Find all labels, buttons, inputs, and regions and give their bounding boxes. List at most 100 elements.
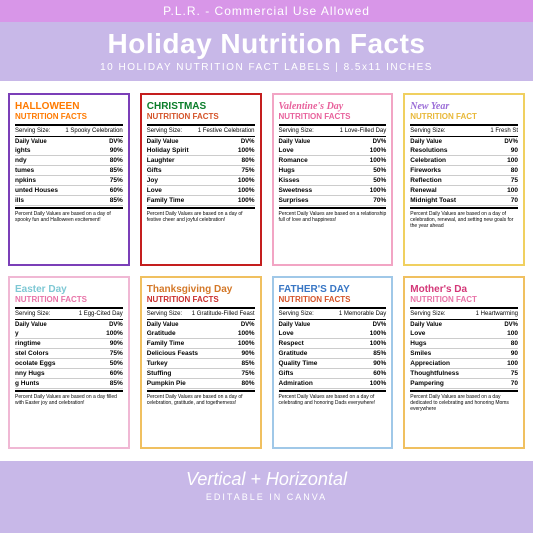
header-row: Daily ValueDV% — [147, 138, 255, 146]
card-title: Valentine's Day — [279, 101, 387, 112]
fact-row: ights90% — [15, 146, 123, 156]
fact-row: y100% — [15, 329, 123, 339]
fact-row: Hugs80 — [410, 339, 518, 349]
header-row: Daily ValueDV% — [15, 138, 123, 146]
fact-row: Laughter80% — [147, 156, 255, 166]
card-footer: Percent Daily Values are based on a day … — [15, 207, 123, 223]
card-footer: Percent Daily Values are based on a day … — [15, 390, 123, 406]
nutrition-card: HALLOWEEN NUTRITION FACTS Serving Size:1… — [8, 93, 130, 266]
nutrition-card: New Year NUTRITION FACT Serving Size:1 F… — [403, 93, 525, 266]
fact-row: Thoughtfulness75 — [410, 369, 518, 379]
serving-row: Serving Size:1 Spooky Celebration — [15, 124, 123, 137]
fact-row: Sweetness100% — [279, 186, 387, 196]
header-row: Daily ValueDV% — [279, 138, 387, 146]
nutrition-card: Valentine's Day NUTRITION FACTS Serving … — [272, 93, 394, 266]
fact-row: g Hunts85% — [15, 379, 123, 389]
fact-row: tumes85% — [15, 166, 123, 176]
fact-row: Gifts60% — [279, 369, 387, 379]
fact-row: Hugs50% — [279, 166, 387, 176]
serving-row: Serving Size:1 Egg-Cited Day — [15, 307, 123, 320]
card-subtitle: NUTRITION FACTS — [279, 112, 387, 121]
card-footer: Percent Daily Values are based on a rela… — [279, 207, 387, 223]
card-grid: HALLOWEEN NUTRITION FACTS Serving Size:1… — [0, 81, 533, 461]
fact-row: Reflection75 — [410, 176, 518, 186]
header-row: Daily ValueDV% — [147, 321, 255, 329]
card-subtitle: NUTRITION FACTS — [279, 295, 387, 304]
footer-sub: EDITABLE IN CANVA — [0, 492, 533, 502]
header-row: Daily ValueDV% — [279, 321, 387, 329]
fact-row: Gratitude100% — [147, 329, 255, 339]
card-footer: Percent Daily Values are based on a day … — [147, 207, 255, 223]
serving-row: Serving Size:1 Gratitude-Filled Feast — [147, 307, 255, 320]
fact-row: npkins75% — [15, 176, 123, 186]
footer: Vertical + Horizontal EDITABLE IN CANVA — [0, 461, 533, 510]
card-title: CHRISTMAS — [147, 101, 255, 112]
nutrition-card: CHRISTMAS NUTRITION FACTS Serving Size:1… — [140, 93, 262, 266]
fact-row: Fireworks80 — [410, 166, 518, 176]
fact-row: stel Colors75% — [15, 349, 123, 359]
subtitle: 10 HOLIDAY NUTRITION FACT LABELS | 8.5x1… — [0, 62, 533, 81]
card-title: HALLOWEEN — [15, 101, 123, 112]
header-row: Daily ValueDV% — [15, 321, 123, 329]
header-row: Daily ValueDV% — [410, 138, 518, 146]
main-title: Holiday Nutrition Facts — [0, 22, 533, 62]
fact-row: Pumpkin Pie80% — [147, 379, 255, 389]
fact-row: Appreciation100 — [410, 359, 518, 369]
serving-row: Serving Size:1 Festive Celebration — [147, 124, 255, 137]
fact-row: Celebration100 — [410, 156, 518, 166]
fact-row: Quality Time90% — [279, 359, 387, 369]
card-title: Thanksgiving Day — [147, 284, 255, 295]
serving-row: Serving Size:1 Love-Filled Day — [279, 124, 387, 137]
fact-row: Gratitude85% — [279, 349, 387, 359]
card-title: FATHER'S DAY — [279, 284, 387, 295]
card-footer: Percent Daily Values are based on a day … — [147, 390, 255, 406]
fact-row: Love100% — [147, 186, 255, 196]
fact-row: Family Time100% — [147, 196, 255, 206]
fact-row: Holiday Spirit100% — [147, 146, 255, 156]
fact-row: ndy80% — [15, 156, 123, 166]
fact-row: Romance100% — [279, 156, 387, 166]
plr-banner: P.L.R. - Commercial Use Allowed — [0, 0, 533, 22]
fact-row: Resolutions90 — [410, 146, 518, 156]
fact-row: ocolate Eggs50% — [15, 359, 123, 369]
fact-row: Turkey85% — [147, 359, 255, 369]
fact-row: Renewal100 — [410, 186, 518, 196]
card-title: New Year — [410, 101, 518, 112]
card-footer: Percent Daily Values are based on a day … — [410, 207, 518, 229]
fact-row: Love100 — [410, 329, 518, 339]
nutrition-card: FATHER'S DAY NUTRITION FACTS Serving Siz… — [272, 276, 394, 449]
fact-row: Love100% — [279, 146, 387, 156]
card-title: Easter Day — [15, 284, 123, 295]
fact-row: Love100% — [279, 329, 387, 339]
fact-row: Respect100% — [279, 339, 387, 349]
fact-row: Stuffing75% — [147, 369, 255, 379]
card-subtitle: NUTRITION FACT — [410, 112, 518, 121]
fact-row: Midnight Toast70 — [410, 196, 518, 206]
fact-row: Admiration100% — [279, 379, 387, 389]
fact-row: Joy100% — [147, 176, 255, 186]
serving-row: Serving Size:1 Heartwarming — [410, 307, 518, 320]
serving-row: Serving Size:1 Memorable Day — [279, 307, 387, 320]
fact-row: Family Time100% — [147, 339, 255, 349]
card-footer: Percent Daily Values are based on a day … — [410, 390, 518, 412]
fact-row: Delicious Feasts90% — [147, 349, 255, 359]
fact-row: unted Houses60% — [15, 186, 123, 196]
fact-row: Kisses50% — [279, 176, 387, 186]
serving-row: Serving Size:1 Fresh St — [410, 124, 518, 137]
footer-main: Vertical + Horizontal — [186, 469, 347, 489]
fact-row: Surprises70% — [279, 196, 387, 206]
fact-row: ills85% — [15, 196, 123, 206]
fact-row: Smiles90 — [410, 349, 518, 359]
fact-row: Gifts75% — [147, 166, 255, 176]
card-subtitle: NUTRITION FACT — [410, 295, 518, 304]
fact-row: nny Hugs60% — [15, 369, 123, 379]
card-subtitle: NUTRITION FACTS — [15, 112, 123, 121]
fact-row: Pampering70 — [410, 379, 518, 389]
fact-row: ringtime90% — [15, 339, 123, 349]
card-subtitle: NUTRITION FACTS — [147, 112, 255, 121]
card-subtitle: NUTRITION FACTS — [15, 295, 123, 304]
card-footer: Percent Daily Values are based on a day … — [279, 390, 387, 406]
nutrition-card: Thanksgiving Day NUTRITION FACTS Serving… — [140, 276, 262, 449]
nutrition-card: Easter Day NUTRITION FACTS Serving Size:… — [8, 276, 130, 449]
header-row: Daily ValueDV% — [410, 321, 518, 329]
